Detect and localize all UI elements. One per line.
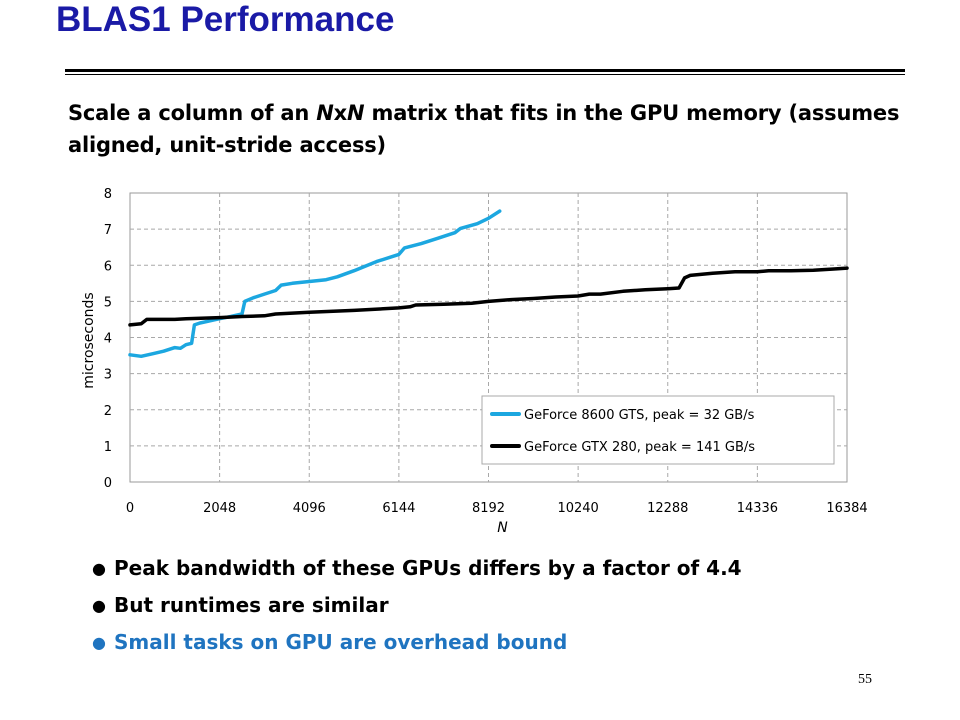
bullet-2: ● But runtimes are similar bbox=[90, 587, 742, 624]
y-tick-label: 3 bbox=[104, 368, 112, 383]
x-tick-label: 16384 bbox=[826, 501, 867, 516]
bullet-text: Small tasks on GPU are overhead bound bbox=[114, 630, 568, 654]
x-tick-label: 0 bbox=[126, 501, 134, 516]
y-tick-label: 2 bbox=[104, 404, 112, 419]
y-tick-label: 8 bbox=[104, 187, 112, 202]
slide-title: BLAS1 Performance bbox=[56, 0, 395, 39]
y-tick-label: 6 bbox=[104, 259, 112, 274]
bullet-3: ● Small tasks on GPU are overhead bound bbox=[90, 624, 742, 661]
legend-label-1: GeForce 8600 GTS, peak = 32 GB/s bbox=[524, 408, 755, 423]
y-tick-label: 0 bbox=[104, 476, 112, 491]
bullet-text: Peak bandwidth of these GPUs differs by … bbox=[114, 556, 742, 580]
subtitle-n-1: N bbox=[316, 101, 334, 125]
x-tick-label: 12288 bbox=[647, 501, 688, 516]
x-tick-label: 6144 bbox=[382, 501, 415, 516]
x-tick-label: 8192 bbox=[472, 501, 505, 516]
page-number: 55 bbox=[858, 672, 872, 687]
y-tick-label: 1 bbox=[104, 440, 112, 455]
subtitle-text-2: matrix that fits in the GPU memory (assu… bbox=[68, 101, 900, 157]
subtitle-n-2: N bbox=[347, 101, 365, 125]
bullet-1: ● Peak bandwidth of these GPUs differs by… bbox=[90, 550, 742, 587]
x-tick-label: 2048 bbox=[203, 501, 236, 516]
x-axis-title: N bbox=[497, 520, 508, 536]
bullet-text: But runtimes are similar bbox=[114, 593, 389, 617]
subtitle-text-1: Scale a column of an bbox=[68, 101, 317, 125]
title-underline bbox=[65, 69, 905, 72]
y-tick-label: 4 bbox=[104, 332, 112, 347]
bullet-dot-icon: ● bbox=[92, 559, 106, 578]
bullet-dot-icon: ● bbox=[92, 633, 106, 652]
x-tick-label: 4096 bbox=[293, 501, 326, 516]
bullet-list: ● Peak bandwidth of these GPUs differs by… bbox=[90, 550, 742, 661]
y-tick-label: 5 bbox=[104, 295, 112, 310]
slide-subtitle: Scale a column of an NxN matrix that fit… bbox=[68, 97, 908, 161]
series-line-2 bbox=[128, 266, 849, 327]
y-tick-label: 7 bbox=[104, 223, 112, 238]
y-axis-title: microseconds bbox=[81, 292, 97, 388]
legend-label-2: GeForce GTX 280, peak = 141 GB/s bbox=[524, 440, 755, 455]
bullet-dot-icon: ● bbox=[92, 596, 106, 615]
x-tick-label: 14336 bbox=[737, 501, 778, 516]
subtitle-x: x bbox=[333, 101, 348, 125]
x-tick-label: 10240 bbox=[557, 501, 598, 516]
series-line-1 bbox=[128, 209, 502, 359]
title-underline-thin bbox=[65, 74, 905, 75]
legend-box bbox=[481, 395, 835, 465]
